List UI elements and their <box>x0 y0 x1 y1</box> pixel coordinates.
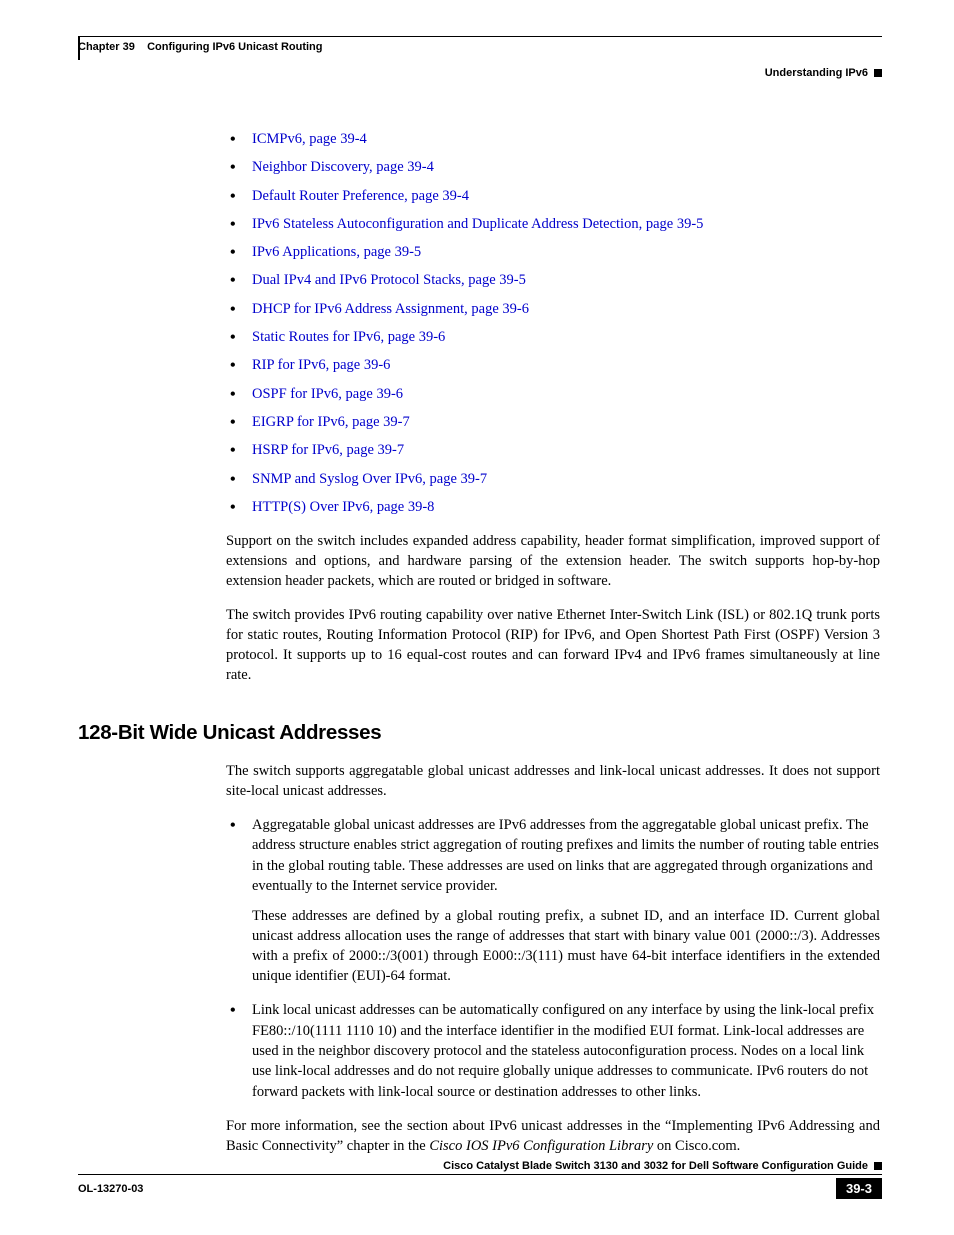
outro-italic: Cisco IOS IPv6 Configuration Library <box>429 1138 653 1154</box>
footer-book-title-row: Cisco Catalyst Blade Switch 3130 and 303… <box>78 1160 882 1172</box>
chapter-label: Chapter 39 <box>78 41 135 53</box>
footer-row: OL-13270-03 39-3 <box>78 1178 882 1199</box>
toc-link[interactable]: RIP for IPv6, page 39-6 <box>252 357 390 373</box>
chapter-title: Configuring IPv6 Unicast Routing <box>147 41 322 53</box>
toc-item: SNMP and Syslog Over IPv6, page 39-7 <box>226 469 880 489</box>
page-footer: Cisco Catalyst Blade Switch 3130 and 303… <box>78 1160 882 1199</box>
toc-link[interactable]: HSRP for IPv6, page 39-7 <box>252 442 404 458</box>
toc-link[interactable]: IPv6 Applications, page 39-5 <box>252 244 421 260</box>
header-section-row: Understanding IPv6 <box>78 53 882 79</box>
toc-item: EIGRP for IPv6, page 39-7 <box>226 412 880 432</box>
section-intro: The switch supports aggregatable global … <box>226 761 880 801</box>
page-number: 39-3 <box>836 1178 882 1199</box>
toc-item: RIP for IPv6, page 39-6 <box>226 355 880 375</box>
toc-link-list: ICMPv6, page 39-4 Neighbor Discovery, pa… <box>226 129 880 517</box>
footer-rule <box>78 1174 882 1175</box>
toc-link[interactable]: Dual IPv4 and IPv6 Protocol Stacks, page… <box>252 272 526 288</box>
list-item-continuation: These addresses are defined by a global … <box>252 906 880 986</box>
toc-link[interactable]: Default Router Preference, page 39-4 <box>252 188 469 204</box>
toc-link[interactable]: IPv6 Stateless Autoconfiguration and Dup… <box>252 216 703 232</box>
toc-link[interactable]: SNMP and Syslog Over IPv6, page 39-7 <box>252 471 487 487</box>
toc-item: IPv6 Stateless Autoconfiguration and Dup… <box>226 214 880 234</box>
header-section: Understanding IPv6 <box>765 67 882 79</box>
toc-item: HTTP(S) Over IPv6, page 39-8 <box>226 497 880 517</box>
toc-item: HSRP for IPv6, page 39-7 <box>226 440 880 460</box>
body-paragraph: Support on the switch includes expanded … <box>226 531 880 591</box>
toc-item: IPv6 Applications, page 39-5 <box>226 242 880 262</box>
main-content: ICMPv6, page 39-4 Neighbor Discovery, pa… <box>226 129 880 1156</box>
section-outro: For more information, see the section ab… <box>226 1116 880 1156</box>
toc-item: OSPF for IPv6, page 39-6 <box>226 384 880 404</box>
toc-item: DHCP for IPv6 Address Assignment, page 3… <box>226 299 880 319</box>
header-square-icon <box>874 69 882 77</box>
toc-item: ICMPv6, page 39-4 <box>226 129 880 149</box>
footer-square-icon <box>874 1162 882 1170</box>
toc-link[interactable]: Neighbor Discovery, page 39-4 <box>252 159 434 175</box>
header-rule <box>78 36 882 37</box>
section-name: Understanding IPv6 <box>765 67 868 79</box>
toc-item: Default Router Preference, page 39-4 <box>226 186 880 206</box>
list-item: Link local unicast addresses can be auto… <box>226 1000 880 1101</box>
toc-link[interactable]: DHCP for IPv6 Address Assignment, page 3… <box>252 301 529 317</box>
body-bullet-list: Aggregatable global unicast addresses ar… <box>226 815 880 1102</box>
header-left-bar <box>78 36 80 60</box>
toc-link[interactable]: EIGRP for IPv6, page 39-7 <box>252 414 410 430</box>
toc-item: Neighbor Discovery, page 39-4 <box>226 157 880 177</box>
toc-link[interactable]: HTTP(S) Over IPv6, page 39-8 <box>252 499 434 515</box>
toc-link[interactable]: OSPF for IPv6, page 39-6 <box>252 386 403 402</box>
outro-text-b: on Cisco.com. <box>653 1138 740 1154</box>
toc-item: Dual IPv4 and IPv6 Protocol Stacks, page… <box>226 270 880 290</box>
document-page: Chapter 39 Configuring IPv6 Unicast Rout… <box>0 0 954 1235</box>
section-heading: 128-Bit Wide Unicast Addresses <box>78 721 880 745</box>
list-item-text: Link local unicast addresses can be auto… <box>252 1002 874 1099</box>
list-item-text: Aggregatable global unicast addresses ar… <box>252 817 879 894</box>
list-item: Aggregatable global unicast addresses ar… <box>226 815 880 986</box>
footer-book-title: Cisco Catalyst Blade Switch 3130 and 303… <box>443 1160 868 1172</box>
doc-id: OL-13270-03 <box>78 1183 143 1195</box>
header-chapter: Chapter 39 Configuring IPv6 Unicast Rout… <box>78 41 322 53</box>
body-paragraph: The switch provides IPv6 routing capabil… <box>226 605 880 685</box>
toc-item: Static Routes for IPv6, page 39-6 <box>226 327 880 347</box>
toc-link[interactable]: Static Routes for IPv6, page 39-6 <box>252 329 445 345</box>
running-header: Chapter 39 Configuring IPv6 Unicast Rout… <box>78 41 882 53</box>
toc-link[interactable]: ICMPv6, page 39-4 <box>252 131 367 147</box>
